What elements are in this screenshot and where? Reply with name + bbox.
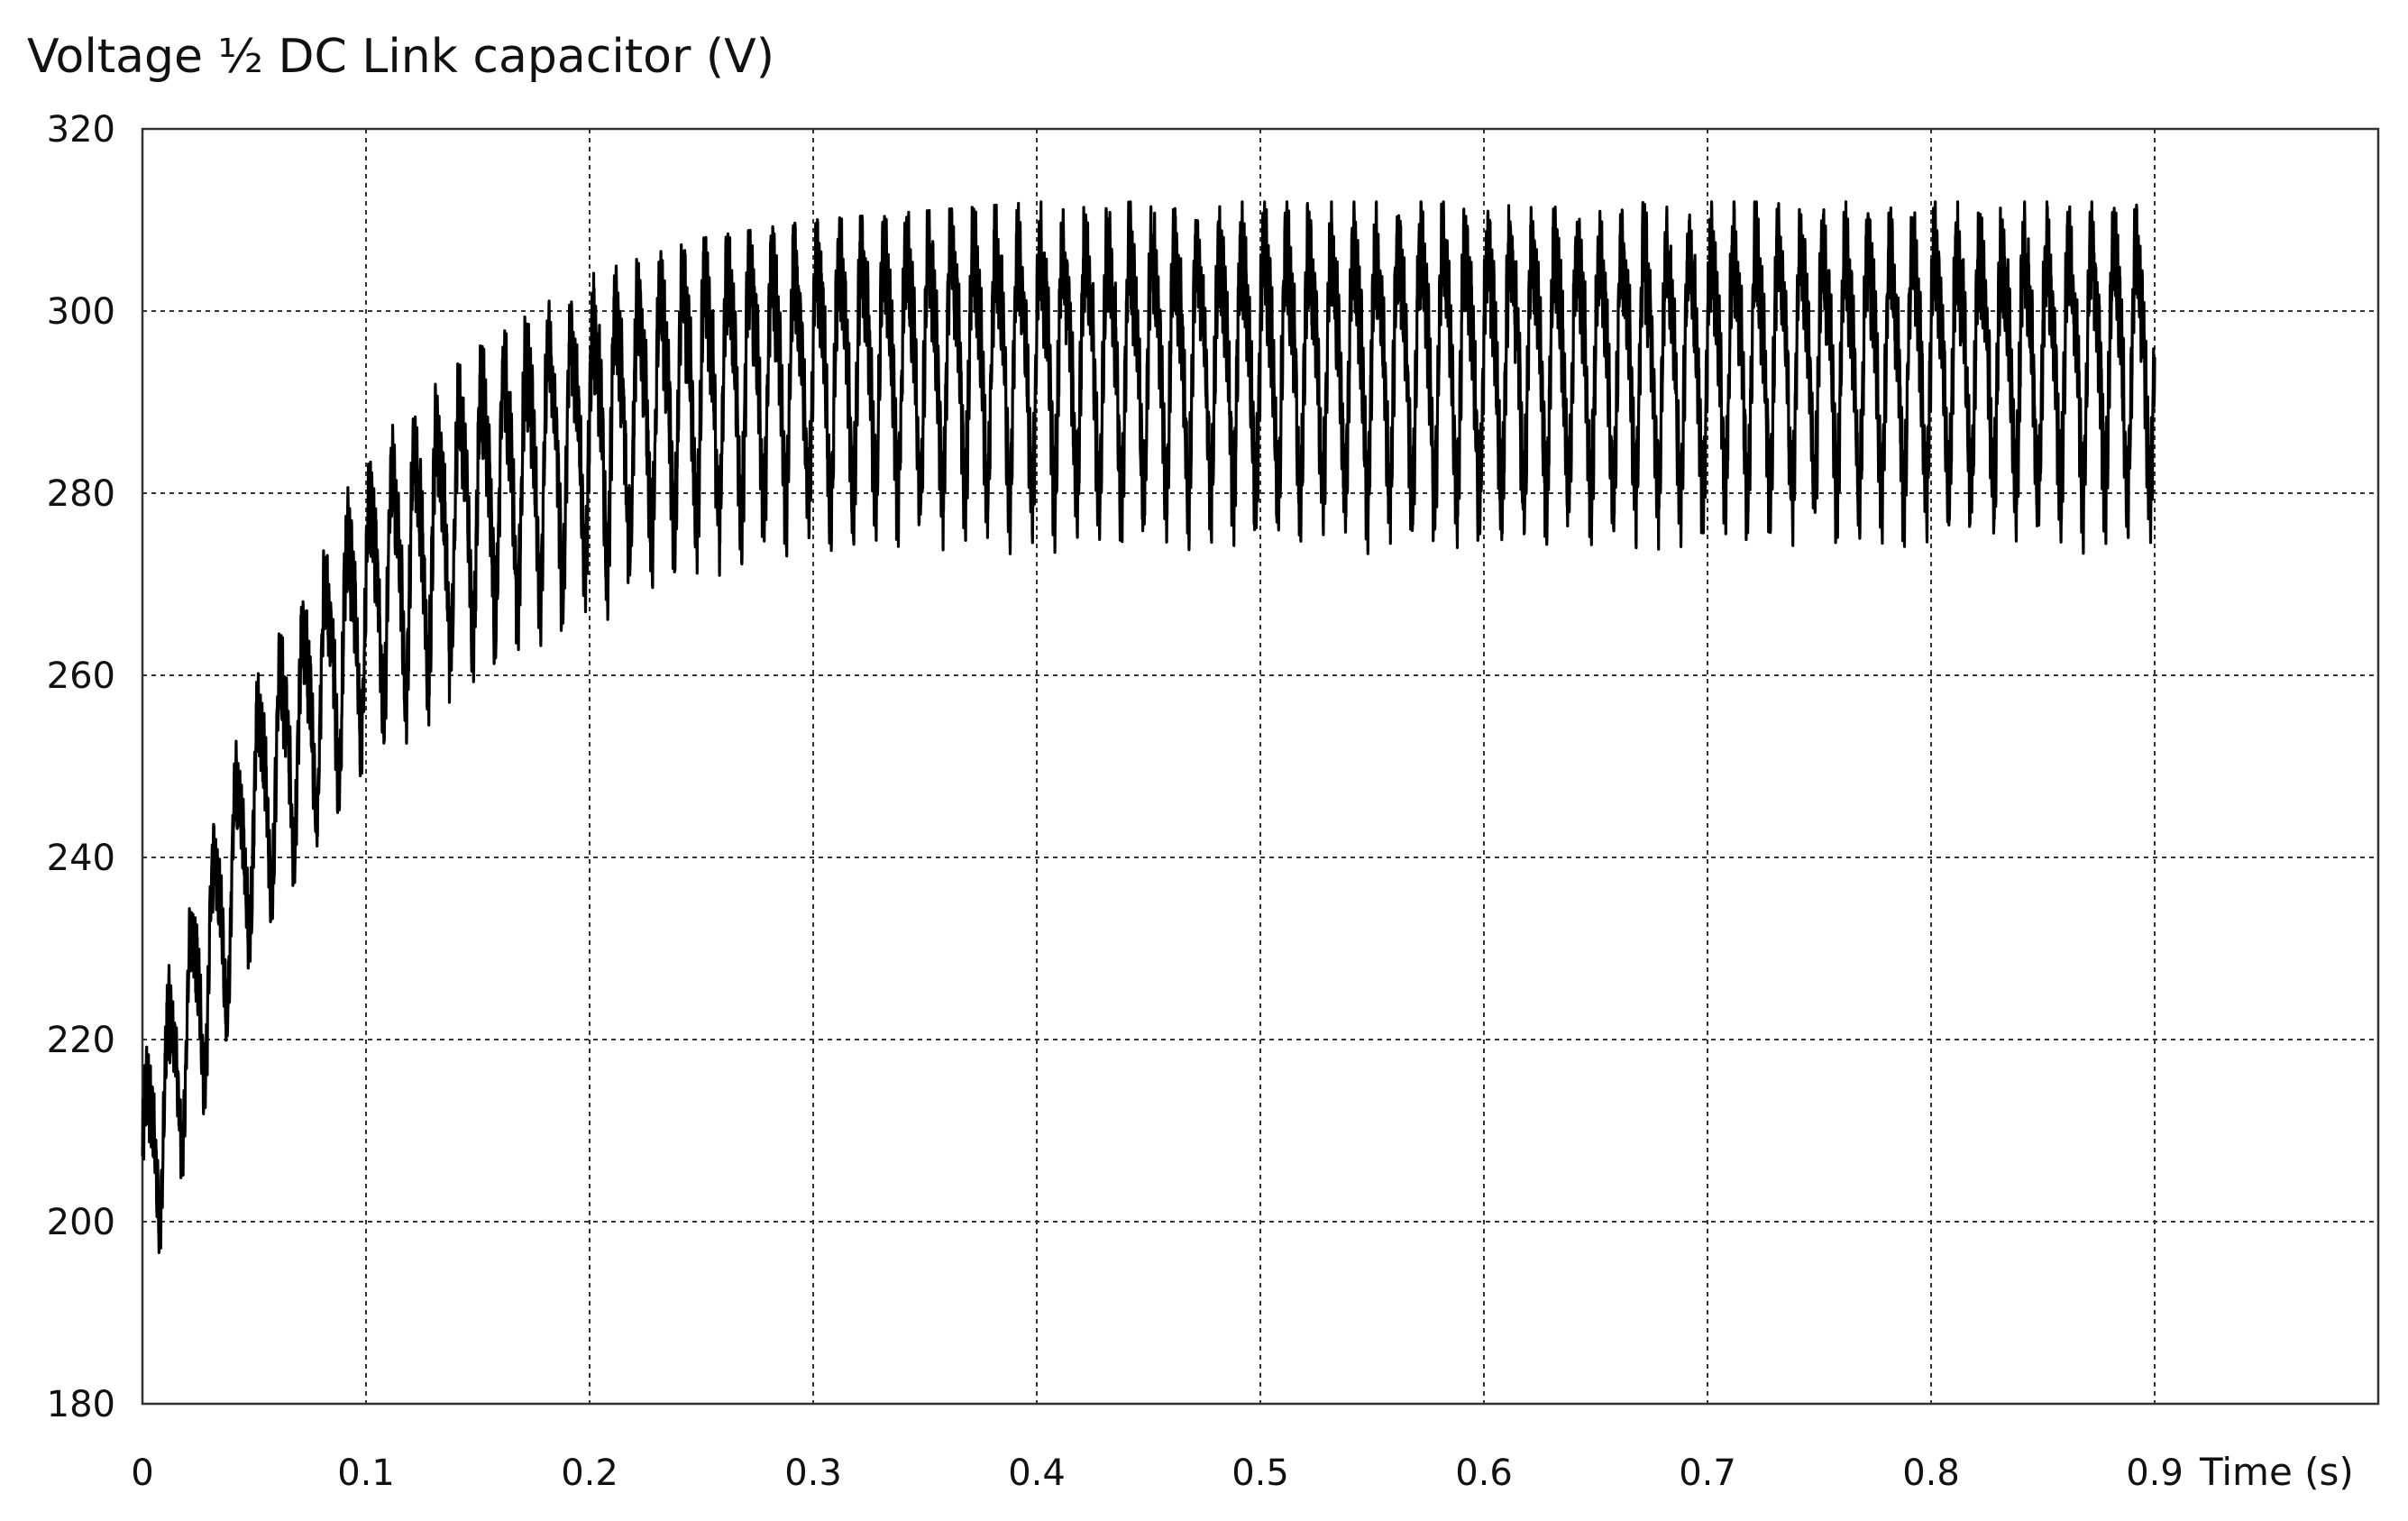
y-tick-label-7: 320: [47, 109, 115, 151]
x-tick-label-4: 0.4: [1008, 1452, 1066, 1494]
y-tick-labels: 180 200 220 240 260 280 300 320: [47, 109, 115, 1425]
y-tick-label-6: 300: [47, 291, 115, 333]
y-tick-label-4: 260: [47, 655, 115, 697]
x-tick-label-0: 0: [131, 1452, 153, 1494]
x-tick-label-2: 0.2: [561, 1452, 618, 1494]
y-tick-label-2: 220: [47, 1020, 115, 1061]
x-tick-label-6: 0.6: [1455, 1452, 1513, 1494]
voltage-line: [141, 200, 2156, 1254]
series-voltage: [141, 200, 2156, 1254]
x-tick-label-1: 0.1: [337, 1452, 395, 1494]
x-tick-label-8: 0.8: [1902, 1452, 1960, 1494]
plot-area-border: [141, 127, 2380, 1406]
x-axis-label: Time (s): [2199, 1450, 2354, 1494]
plot-frame: [141, 127, 2380, 1406]
x-tick-label-7: 0.7: [1679, 1452, 1736, 1494]
x-tick-labels: 0 0.1 0.2 0.3 0.4 0.5 0.6 0.7 0.8 0.9: [131, 1452, 2184, 1494]
y-tick-label-0: 180: [47, 1384, 115, 1425]
x-tick-label-9: 0.9: [2126, 1452, 2184, 1494]
x-tick-label-3: 0.3: [784, 1452, 842, 1494]
chart-title: Voltage ½ DC Link capacitor (V): [27, 30, 774, 84]
y-tick-label-5: 280: [47, 473, 115, 515]
y-tick-label-3: 240: [47, 838, 115, 879]
x-tick-label-5: 0.5: [1231, 1452, 1289, 1494]
y-tick-label-1: 200: [47, 1202, 115, 1243]
